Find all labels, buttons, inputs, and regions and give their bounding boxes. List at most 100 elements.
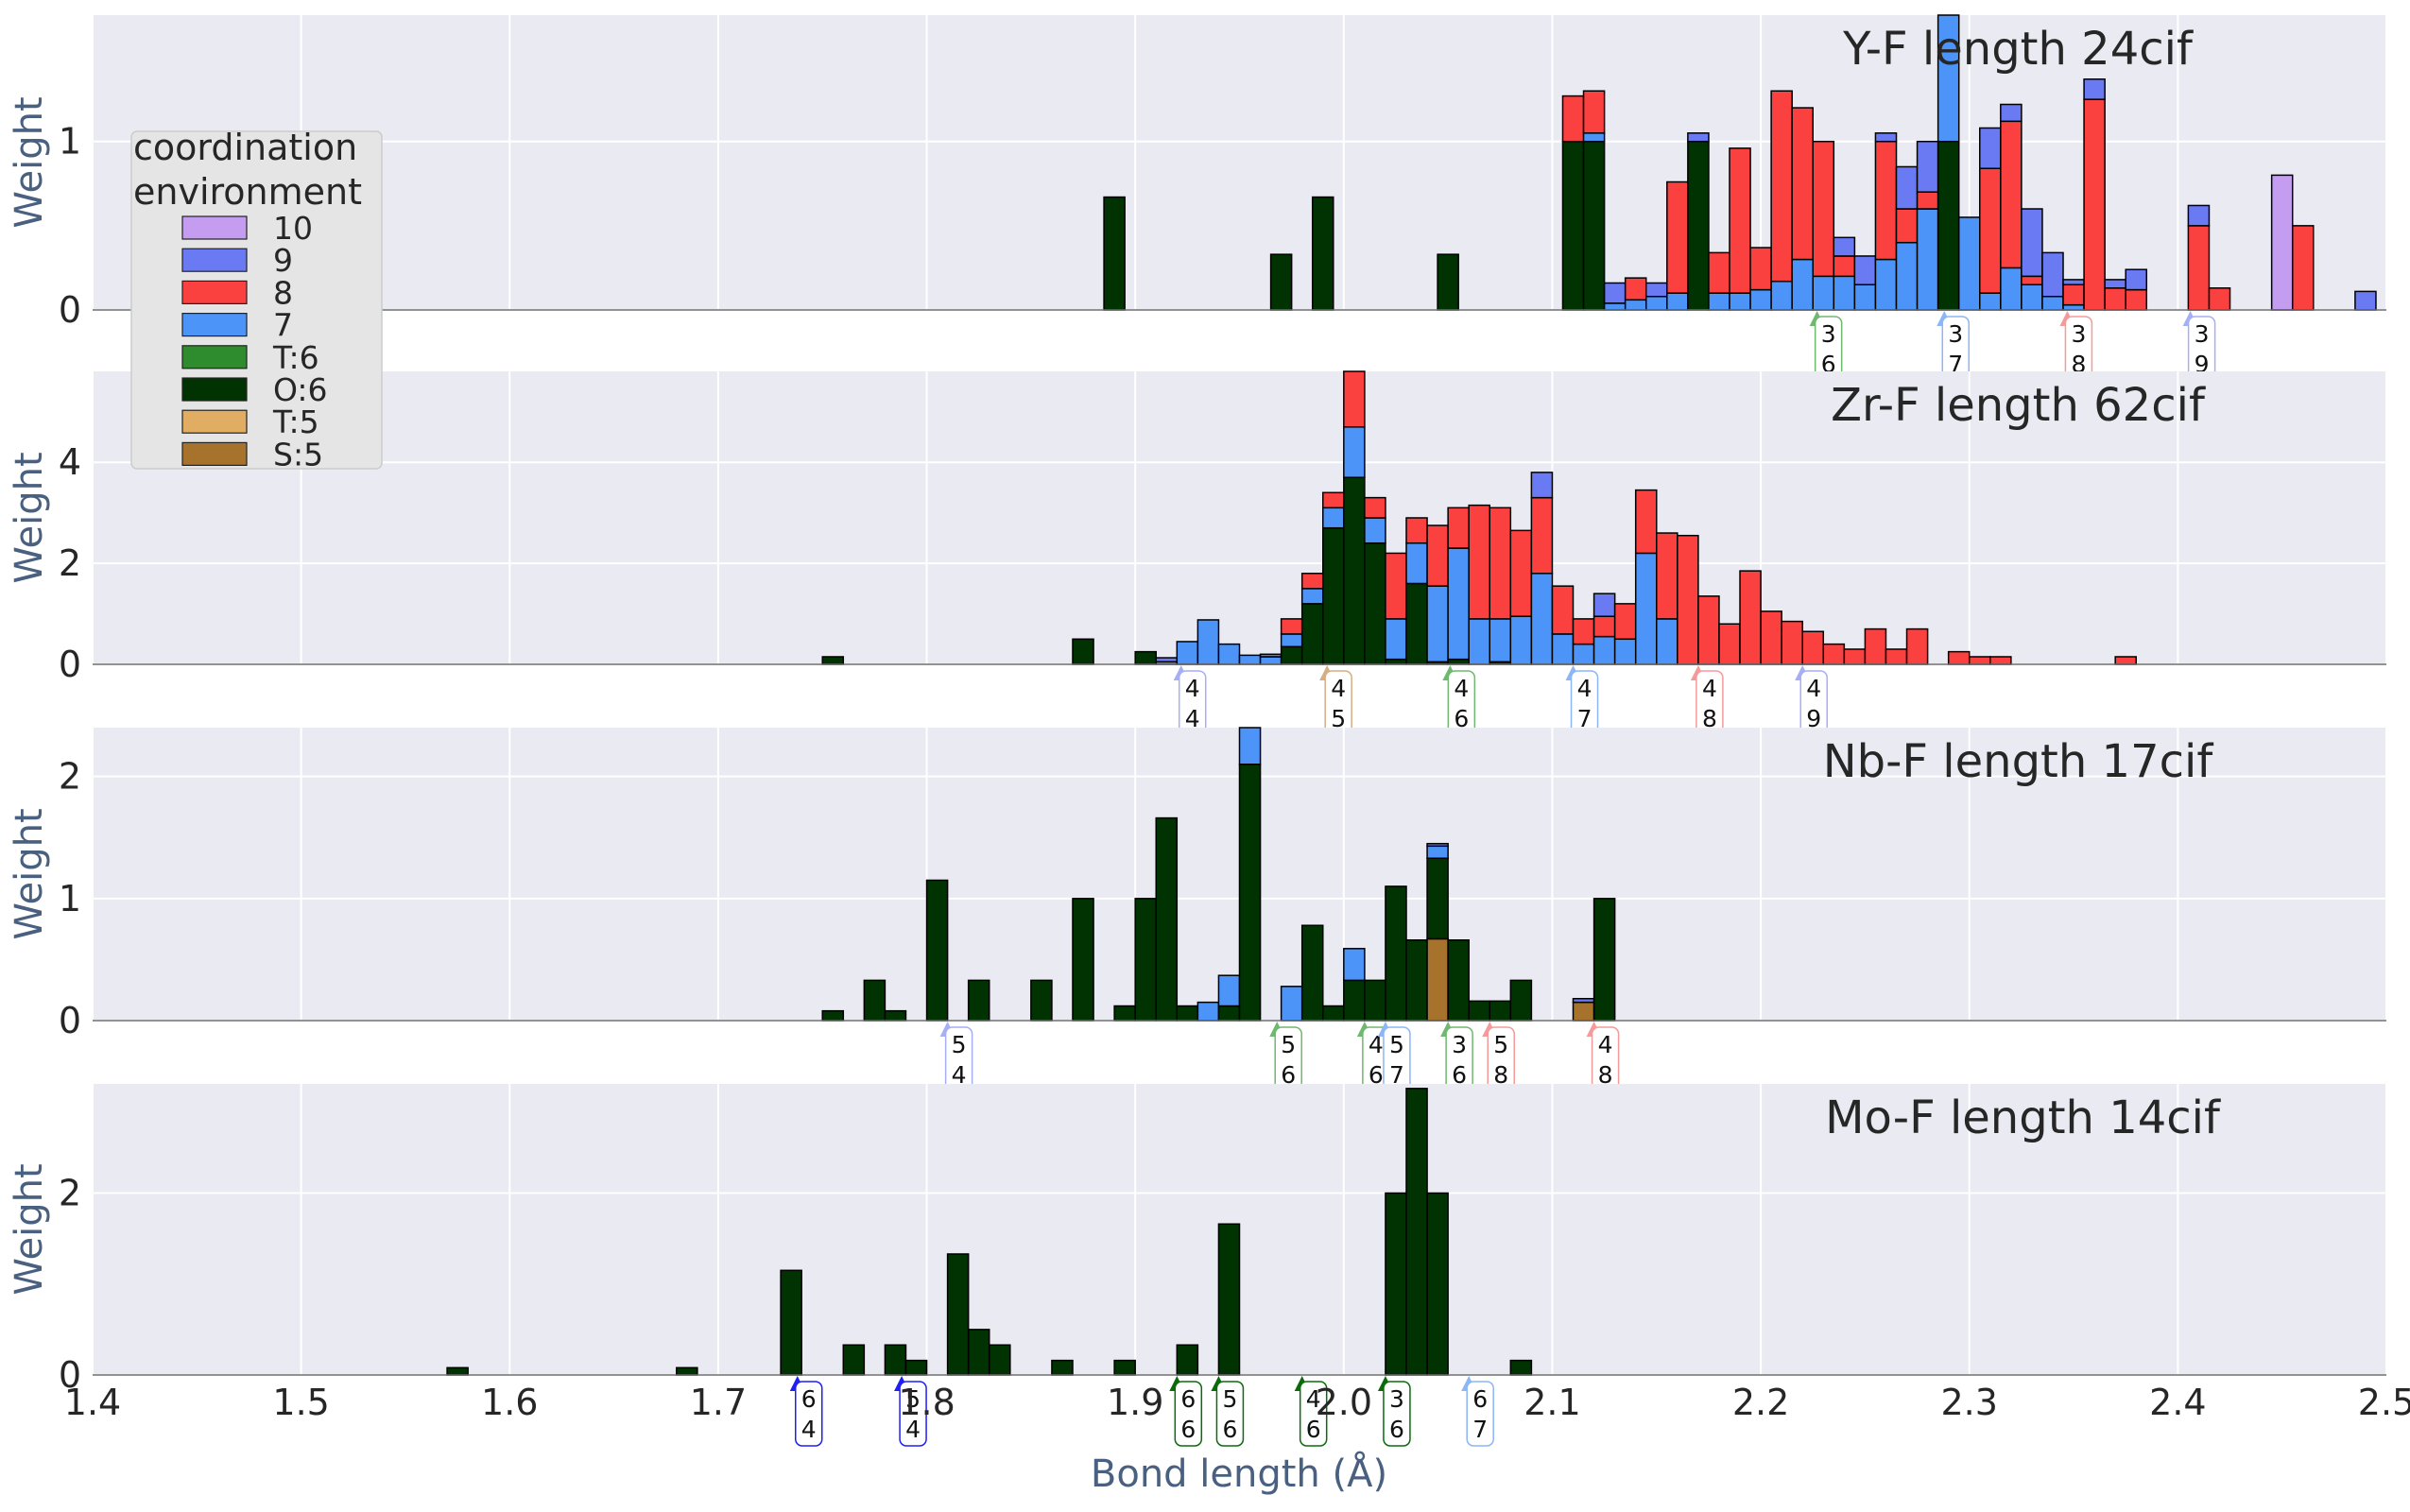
bar-segment [1280,618,1303,635]
bar-segment [2021,208,2043,278]
legend-entry-label: 9 [273,242,293,279]
bar-segment [2104,287,2126,311]
bond-marker: 46 [1442,665,1476,736]
legend-entry-label: T:6 [272,339,319,376]
bar-segment [1176,641,1199,665]
bar-segment [1561,94,1585,143]
marker-label-top: 5 [905,1385,921,1413]
y-axis-label: Weight [8,96,51,228]
bar-segment [1592,615,1616,638]
panel-1: 0 2 4 Zr-F length 62cif Weight [8,370,2387,685]
y-tick-label: 2 [59,542,81,584]
bar-segment [1259,656,1282,665]
bar-segment [1572,998,1595,1004]
bar-segment [1644,282,1668,298]
bond-marker: 58 [1482,1022,1516,1092]
bar-segment [1530,573,1554,665]
legend-swatch [181,280,248,304]
bar-segment [1634,489,1658,555]
legend-entry-label: T:5 [272,404,319,440]
legend-swatch [181,409,248,434]
bar-segment [1364,979,1386,1022]
bar-segment [1134,650,1157,665]
bar-segment [1561,140,1585,311]
marker-label-top: 6 [1472,1385,1488,1413]
bar-segment [1468,618,1491,665]
bar-segment [1426,842,1449,848]
bond-marker: 46 [1294,1376,1328,1447]
bar-segment [1155,657,1179,663]
bar-segment [446,1366,469,1376]
marker-label-bottom: 8 [1702,705,1717,732]
bar-segment [1343,948,1366,982]
legend-swatch [181,377,248,402]
marker-label-bottom: 4 [1185,705,1200,732]
bar-segment [1322,526,1345,665]
bar-segment [1113,1359,1136,1376]
bar-segment [1916,208,1939,311]
bar-segment [2208,287,2231,311]
bar-segment [1196,1001,1220,1022]
bar-segment [1957,216,1981,311]
bar-segment [1176,1005,1199,1022]
bar-segment [1572,1001,1595,1022]
legend-swatch [181,313,248,337]
bar-segment [1072,638,1094,665]
marker-label-top: 4 [1702,675,1717,702]
bar-segment [1311,196,1334,311]
bar-segment [1874,258,1898,311]
bar-segment [1238,764,1262,1022]
bar-segment [1582,132,1606,143]
bar-segment [1749,247,1772,291]
bar-segment [1489,507,1512,620]
bar-segment [1385,658,1407,665]
bar-segment [1708,251,1730,294]
marker-label-top: 4 [1454,675,1469,702]
bar-segment [1905,627,1929,665]
bar-segment [1791,107,1815,261]
y-tick-label: 4 [59,441,81,483]
marker-box [1174,1381,1203,1447]
bar-segment [2354,290,2377,311]
y-tick-label: 1 [59,121,81,163]
legend-swatch [181,441,248,466]
legend-entry-label: O:6 [273,371,328,408]
bar-segment [1613,638,1637,665]
bar-segment [1447,547,1470,661]
bar-segment [967,1329,990,1376]
legend-title: environment [133,171,362,213]
bar-segment [1176,1344,1199,1376]
bar-segment [2000,103,2023,123]
bar-segment [2062,279,2085,286]
bond-marker: 56 [1211,1376,1245,1447]
bar-segment [1426,1192,1449,1376]
y-tick-label: 0 [59,289,81,331]
marker-label-top: 4 [1369,1031,1384,1058]
y-tick-label: 0 [59,1000,81,1041]
bar-segment [2270,174,2294,311]
y-axis-label: Weight [8,452,51,583]
marker-label-bottom: 6 [1389,1416,1404,1443]
bar-segment [2104,279,2126,289]
x-tick-label: 2.2 [1732,1382,1789,1423]
panel-2: 0 1 2 Nb-F length 17cif Weight [8,727,2387,1041]
bar-segment [1812,275,1835,311]
marker-label-bottom: 6 [1452,1061,1467,1089]
marker-label-bottom: 4 [801,1416,817,1443]
marker-label-bottom: 9 [2195,351,2210,378]
bar-segment [1833,236,1856,257]
bar-segment [1530,496,1554,575]
bar-segment [1217,974,1241,1007]
legend-swatch [181,345,248,369]
legend-entry-label: 7 [273,307,293,344]
bond-marker: 56 [1269,1022,1302,1092]
legend-swatch [181,215,248,240]
bar-segment [1343,476,1366,665]
bar-segment [1489,1000,1512,1022]
panel-title: Zr-F length 62cif [1831,379,2206,432]
y-tick-label: 1 [59,878,81,919]
bar-segment [1916,191,1939,210]
bond-marker: 54 [939,1022,973,1092]
bar-segment [1072,898,1094,1022]
bar-segment [2125,268,2148,291]
